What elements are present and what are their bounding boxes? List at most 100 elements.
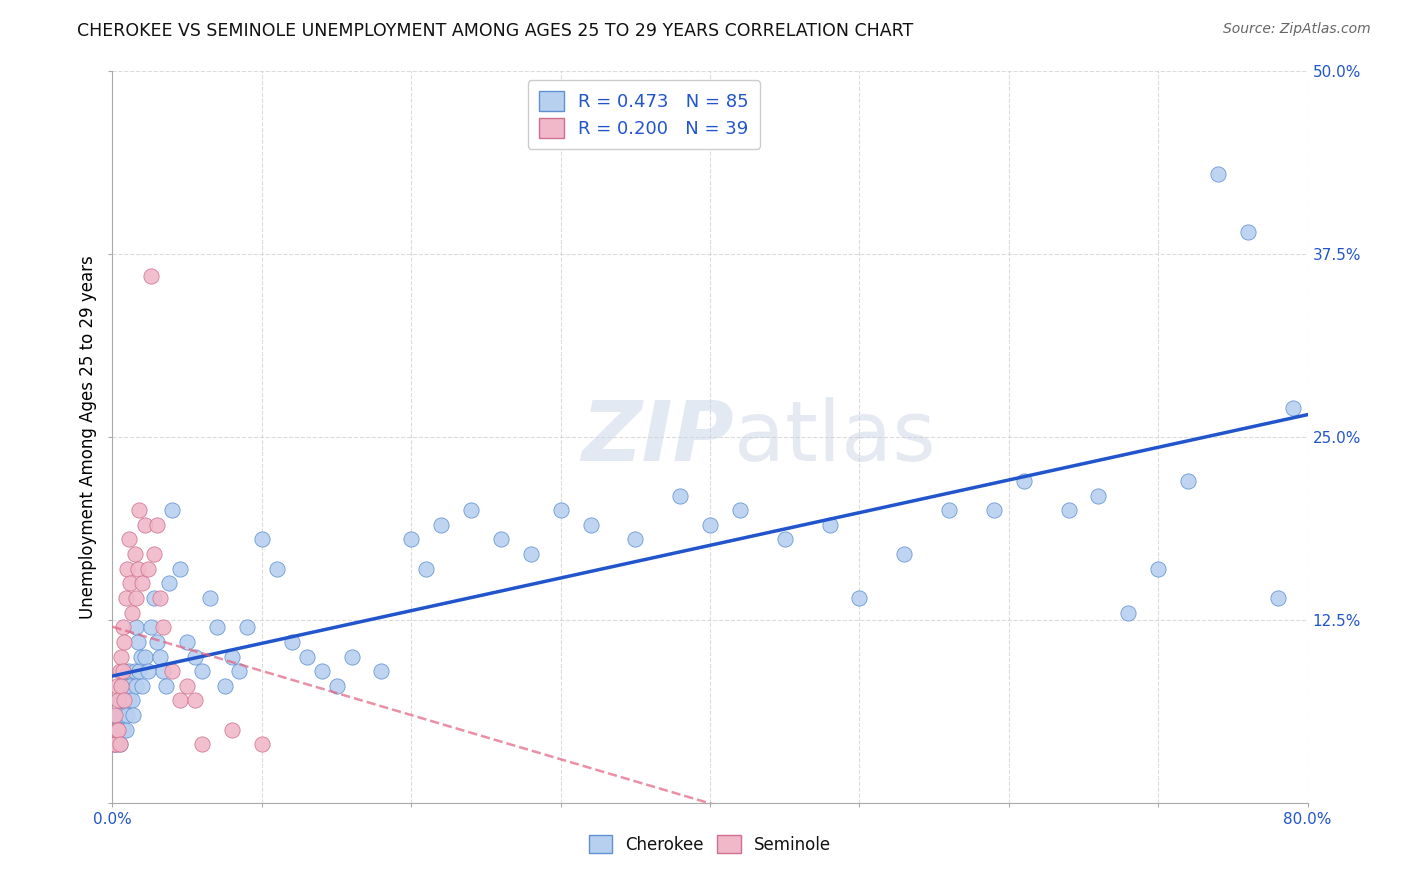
Point (118, 693, 141, 707)
Point (1147, 562, 1170, 576)
Point (1057, 503, 1080, 517)
Point (111, 679, 134, 693)
Text: CHEROKEE VS SEMINOLE UNEMPLOYMENT AMONG AGES 25 TO 29 YEARS CORRELATION CHART: CHEROKEE VS SEMINOLE UNEMPLOYMENT AMONG … (77, 22, 914, 40)
Point (110, 679, 132, 693)
Point (120, 576, 142, 591)
Point (370, 664, 392, 678)
Point (340, 649, 363, 664)
Point (134, 517, 156, 532)
Point (103, 737, 125, 751)
Point (848, 591, 870, 605)
Point (110, 708, 132, 723)
Point (104, 723, 127, 737)
Point (460, 503, 482, 517)
Point (1206, 167, 1229, 181)
Point (128, 664, 150, 678)
Point (114, 693, 135, 707)
Point (110, 649, 132, 664)
Point (104, 708, 127, 723)
Point (176, 679, 198, 693)
Text: atlas: atlas (734, 397, 935, 477)
Point (214, 679, 236, 693)
Point (295, 649, 318, 664)
Point (1237, 225, 1260, 239)
Point (579, 517, 602, 532)
Point (938, 503, 960, 517)
Point (149, 649, 172, 664)
Point (183, 649, 205, 664)
Point (117, 562, 139, 576)
Point (401, 533, 423, 547)
Point (489, 533, 512, 547)
Point (143, 591, 166, 605)
Point (114, 635, 135, 649)
Legend: Cherokee, Seminole: Cherokee, Seminole (582, 829, 838, 860)
Point (1012, 474, 1035, 488)
Point (236, 620, 259, 634)
Point (1281, 401, 1303, 415)
Point (162, 664, 183, 678)
Point (176, 635, 198, 649)
Point (115, 693, 138, 707)
Point (108, 693, 131, 707)
Point (152, 664, 174, 678)
Point (1087, 489, 1109, 503)
Point (430, 517, 453, 532)
Point (773, 533, 796, 547)
Point (266, 562, 288, 576)
Point (143, 547, 166, 561)
Point (138, 664, 160, 678)
Point (103, 737, 125, 751)
Point (191, 737, 214, 751)
Point (115, 591, 138, 605)
Point (121, 693, 143, 707)
Point (183, 693, 205, 707)
Point (205, 620, 228, 634)
Point (129, 649, 152, 664)
Point (125, 620, 148, 634)
Point (111, 723, 134, 737)
Y-axis label: Unemployment Among Ages 25 to 29 years: Unemployment Among Ages 25 to 29 years (79, 255, 97, 619)
Point (108, 737, 131, 751)
Point (198, 591, 221, 605)
Point (228, 664, 250, 678)
Point (155, 679, 177, 693)
Text: ZIP: ZIP (581, 397, 734, 477)
Point (169, 693, 191, 707)
Point (893, 547, 915, 561)
Point (105, 679, 128, 693)
Point (127, 635, 149, 649)
Point (221, 649, 243, 664)
Point (169, 562, 191, 576)
Point (121, 606, 143, 620)
Point (110, 679, 132, 693)
Point (550, 503, 572, 517)
Point (138, 562, 160, 576)
Point (131, 576, 153, 591)
Point (520, 547, 543, 561)
Point (281, 635, 304, 649)
Point (127, 562, 149, 576)
Point (250, 737, 273, 751)
Point (141, 620, 163, 634)
Point (1118, 606, 1140, 620)
Point (125, 679, 148, 693)
Point (108, 664, 131, 678)
Point (115, 723, 138, 737)
Point (120, 679, 142, 693)
Point (162, 503, 183, 517)
Point (122, 708, 145, 723)
Point (114, 664, 135, 678)
Point (108, 737, 131, 751)
Point (669, 489, 692, 503)
Point (107, 723, 129, 737)
Point (624, 533, 647, 547)
Point (105, 723, 128, 737)
Point (325, 679, 347, 693)
Point (152, 620, 174, 634)
Point (1267, 591, 1289, 605)
Point (124, 664, 146, 678)
Point (128, 503, 150, 517)
Point (104, 737, 127, 751)
Point (118, 533, 141, 547)
